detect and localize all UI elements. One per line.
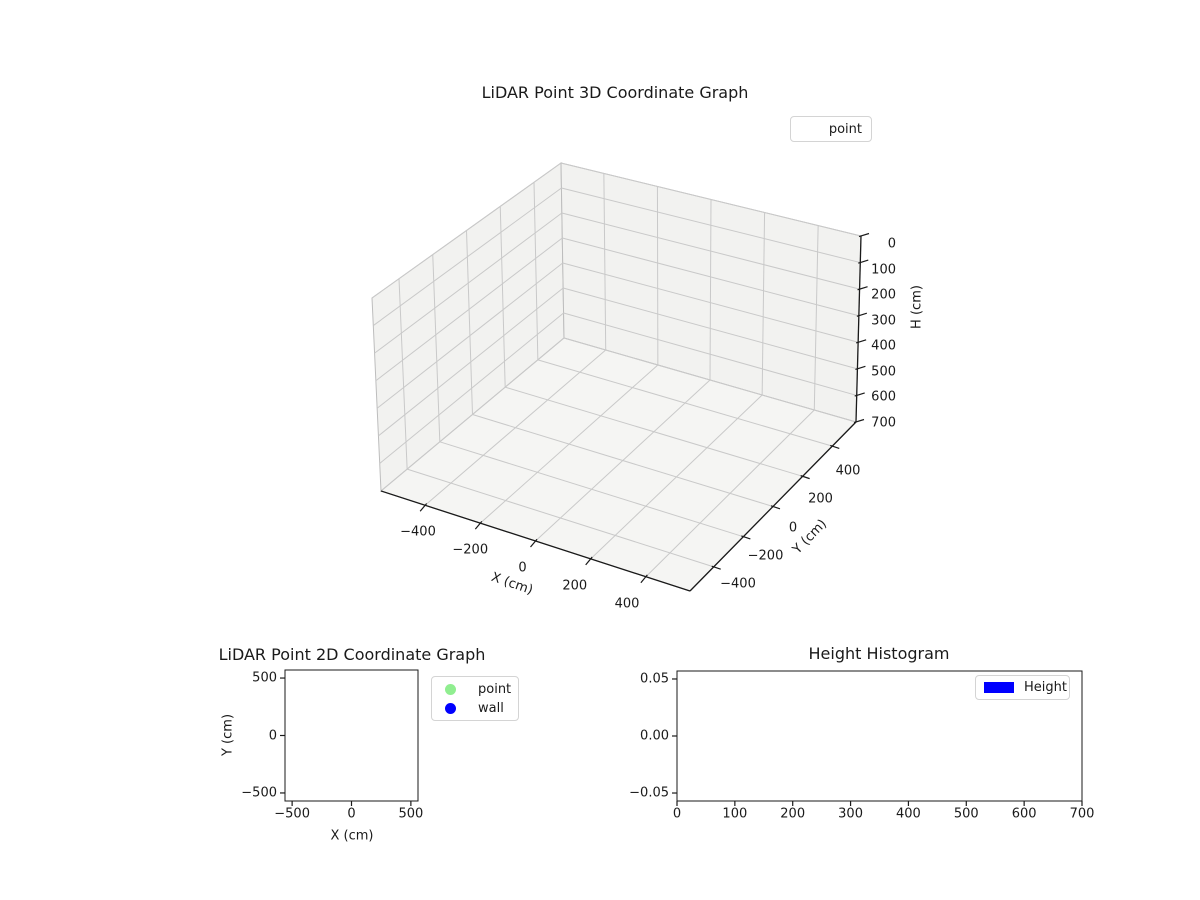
plot3d-y-tick-label: −400 — [720, 576, 756, 592]
plot2d-y-axis-label: Y (cm) — [220, 713, 236, 757]
histogram-title: Height Histogram — [808, 644, 950, 663]
histogram-legend: Height — [975, 675, 1070, 700]
plot3d-legend-label-point: point — [828, 121, 862, 137]
plot3d-x-tick-label: −200 — [452, 542, 489, 558]
plot2d-y-tick-label: 500 — [252, 670, 277, 686]
histogram-x-tick-label: 100 — [722, 806, 748, 822]
plot2d-x-tick-label: 500 — [398, 806, 424, 822]
plot2d-legend-label-wall: wall — [478, 701, 504, 716]
legend-entry-point: point — [432, 680, 518, 699]
histogram-y-tick-label: −0.05 — [629, 785, 669, 801]
plot3d-z-tick-label: 600 — [871, 389, 896, 405]
point-marker-icon — [445, 684, 456, 695]
legend-entry-wall: wall — [432, 699, 518, 718]
plot3d-z-tick-label: 0 — [887, 236, 896, 252]
histogram-x-tick-label: 300 — [838, 806, 863, 822]
plot3d-y-tick-label: 400 — [835, 463, 861, 479]
plot3d-z-tick-label: 200 — [871, 287, 896, 303]
plot2d-y-tick-label: 0 — [268, 728, 277, 743]
plot3d-y-tick-label: −200 — [747, 548, 784, 564]
wall-marker-icon — [445, 703, 456, 714]
plot3d-y-tick-label: 0 — [788, 520, 798, 535]
histogram-y-tick-label: 0.05 — [640, 671, 669, 687]
empty-legend-marker — [800, 123, 822, 135]
plot3d-z-tick-label: 500 — [871, 364, 896, 380]
histogram-x-tick-label: 0 — [672, 806, 682, 822]
plot3d-x-tick-label: 0 — [518, 560, 527, 576]
histogram-x-tick-label: 500 — [953, 806, 979, 822]
plot3d-x-tick-label: 200 — [562, 578, 588, 594]
histogram-x-tick-label: 400 — [896, 806, 921, 822]
plot3d-z-tick-label: 400 — [871, 338, 896, 354]
plot2d-x-tick-label: 0 — [347, 806, 356, 822]
plot3d-x-tick-label: −400 — [400, 524, 436, 540]
histogram-x-tick-label: 700 — [1069, 806, 1095, 822]
histogram-y-tick-label: 0.00 — [640, 728, 669, 744]
plot3d-title: LiDAR Point 3D Coordinate Graph — [481, 83, 749, 102]
plot3d-z-tick-label: 100 — [871, 262, 896, 278]
histogram-x-tick-label: 200 — [780, 806, 806, 822]
height-bar-swatch-icon — [984, 682, 1014, 693]
plot3d-y-tick-label: 200 — [808, 491, 833, 507]
histogram-x-tick-label: 600 — [1011, 806, 1037, 822]
histogram-legend-label-height: Height — [1024, 680, 1067, 695]
plot3d-z-tick-label: 300 — [871, 313, 896, 329]
plot3d-x-tick-label: 400 — [614, 596, 640, 612]
plot2d-title: LiDAR Point 2D Coordinate Graph — [218, 645, 486, 664]
plot3d-z-tick-label: 700 — [871, 415, 896, 431]
plot2d-x-axis-label: X (cm) — [330, 828, 374, 844]
plot3d-z-axis-label: H (cm) — [909, 285, 925, 329]
plot3d-legend: point — [790, 116, 872, 142]
plot2d-legend-label-point: point — [478, 682, 512, 697]
plot2d-x-tick-label: −500 — [274, 806, 310, 822]
plot2d-legend: point wall — [431, 676, 519, 721]
plot2d-y-tick-label: −500 — [241, 785, 277, 801]
